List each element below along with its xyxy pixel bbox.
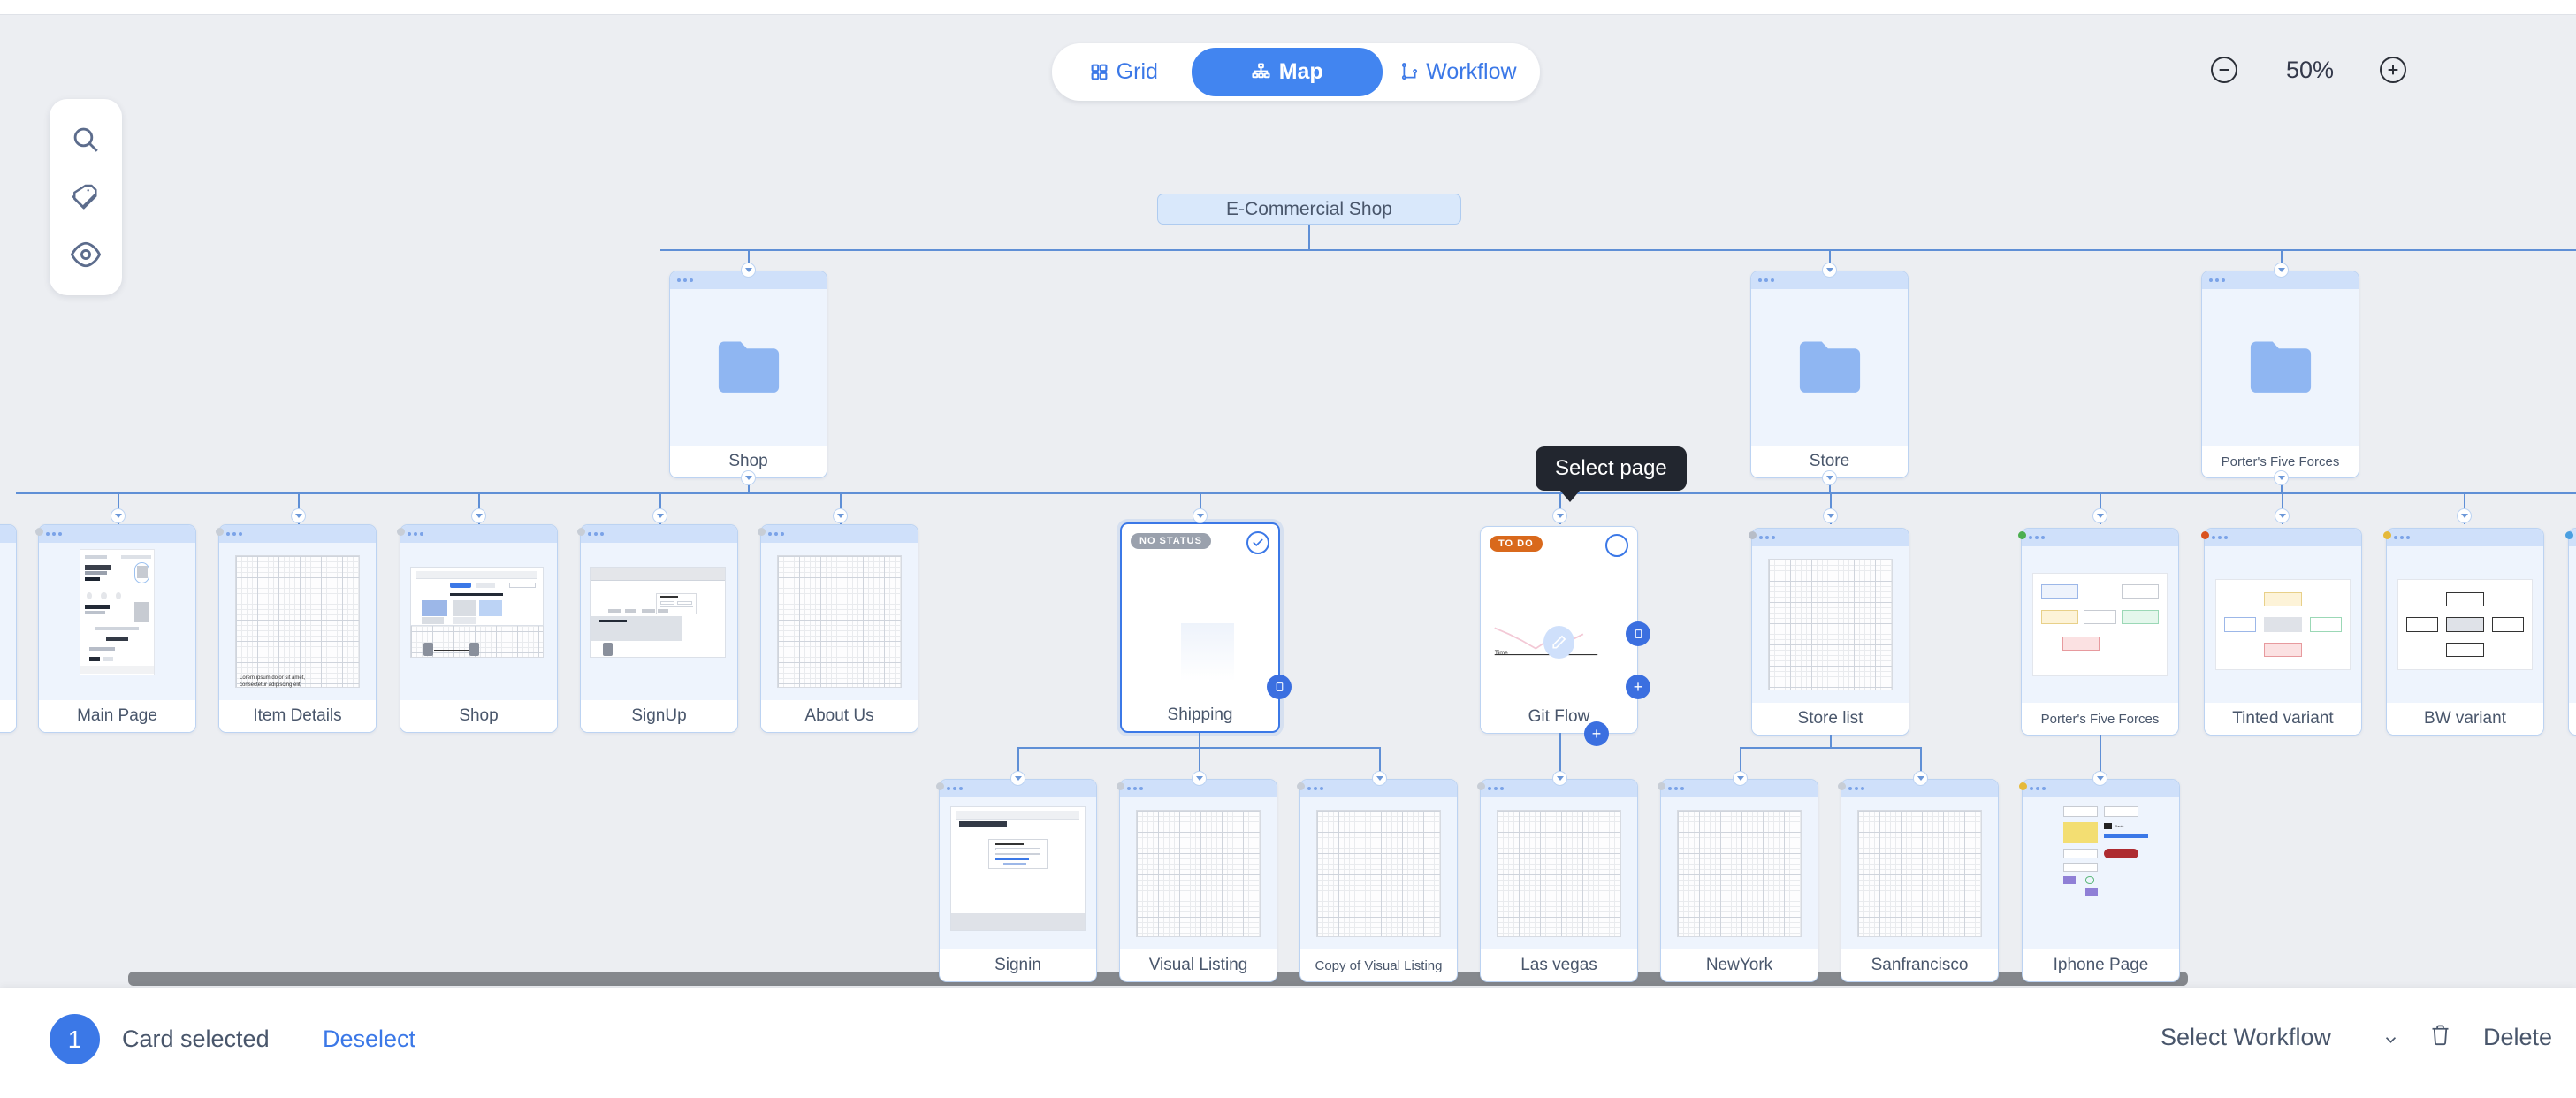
svg-text:Time: Time	[1495, 650, 1508, 656]
